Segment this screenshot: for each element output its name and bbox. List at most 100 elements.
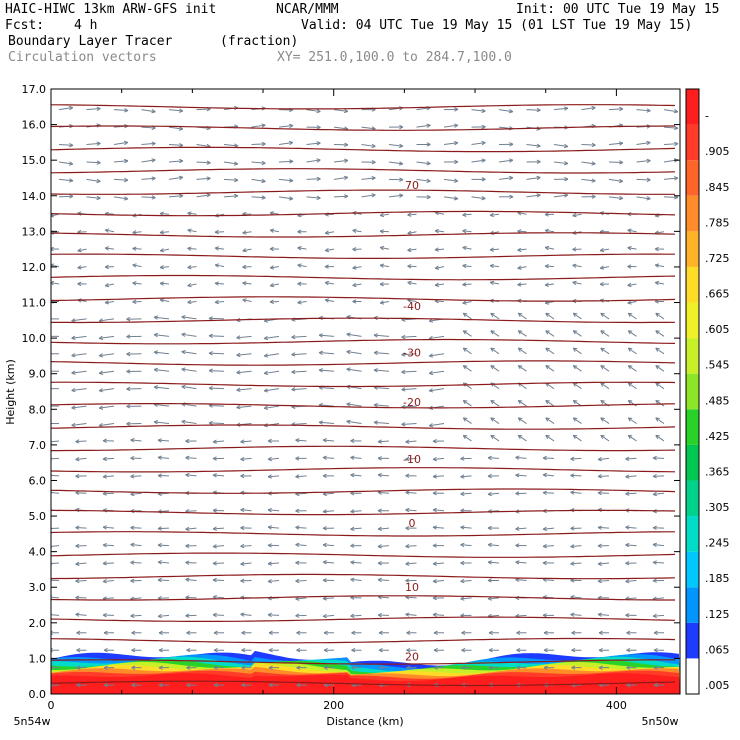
wind-vector	[401, 422, 417, 427]
wind-vector	[545, 382, 555, 390]
wind-vector	[373, 368, 390, 373]
contour-line	[51, 659, 675, 665]
wind-vector	[515, 560, 527, 565]
wind-vector	[51, 526, 60, 531]
wind-vector	[489, 247, 500, 252]
wind-vector	[103, 630, 114, 635]
wind-vector	[130, 455, 142, 461]
wind-vector	[543, 665, 554, 670]
wind-vector	[104, 228, 115, 233]
wind-vector	[627, 417, 637, 424]
contour-line	[51, 360, 676, 366]
wind-vector	[187, 228, 197, 233]
wind-vector	[571, 630, 582, 635]
wind-vector	[51, 473, 60, 478]
wind-vector	[542, 560, 555, 566]
contour-line	[51, 445, 676, 452]
wind-vector	[460, 474, 472, 479]
wind-vector	[434, 247, 445, 252]
wind-vector	[598, 665, 609, 670]
wind-vector	[654, 246, 665, 252]
colorbar-swatch	[686, 195, 699, 232]
colorbar-swatch	[686, 266, 699, 303]
wind-vector	[626, 648, 637, 653]
wind-vector	[346, 367, 362, 372]
wind-vector	[490, 434, 500, 442]
wind-vector	[625, 474, 637, 479]
wind-vector	[405, 456, 417, 462]
x-axis: 0 200 400	[48, 89, 627, 712]
wind-vector	[86, 178, 101, 184]
colorbar-label: .365	[705, 465, 730, 478]
wind-vector	[186, 665, 197, 670]
contour-line	[51, 317, 676, 324]
wind-vector	[98, 335, 115, 341]
wind-vector	[570, 526, 582, 531]
wind-vector	[346, 402, 362, 407]
wind-vector	[51, 561, 60, 566]
wind-vector	[267, 438, 280, 444]
wind-vector	[608, 160, 624, 165]
wind-vector	[51, 665, 59, 670]
colorbar-label: .245	[705, 537, 730, 550]
wind-vector	[406, 630, 417, 635]
wind-vector	[132, 230, 142, 235]
wind-vector	[71, 405, 87, 410]
wind-vector	[443, 178, 459, 183]
wind-vector	[517, 330, 527, 337]
wind-vector	[608, 141, 624, 146]
y-tick-label: 7.0	[29, 439, 47, 452]
wind-vector	[187, 265, 197, 270]
wind-vector	[242, 230, 252, 235]
contour-label: -40	[403, 300, 421, 313]
colorbar-swatch	[686, 587, 699, 623]
wind-vector	[242, 298, 252, 303]
wind-vector	[295, 456, 307, 461]
wind-vector	[208, 368, 225, 373]
wind-vector	[544, 228, 555, 234]
wind-vector	[278, 123, 294, 129]
wind-vector	[350, 455, 362, 460]
wind-vector	[636, 196, 651, 201]
wind-vector	[240, 543, 252, 549]
wind-vector	[296, 665, 307, 670]
wind-vector	[378, 665, 389, 670]
wind-vector	[324, 230, 335, 235]
y-tick-label: 16.0	[22, 119, 47, 132]
wind-vector	[600, 330, 610, 337]
wind-vector	[654, 263, 665, 268]
wind-vector	[526, 107, 541, 113]
wind-vector	[76, 682, 87, 688]
y-tick-label: 13.0	[22, 225, 47, 238]
wind-vector	[377, 472, 390, 478]
wind-vector	[498, 158, 514, 163]
wind-vector	[77, 248, 87, 253]
wind-vector	[58, 105, 74, 111]
wind-vector	[490, 417, 500, 424]
wind-vector	[377, 544, 390, 549]
wind-vector	[515, 526, 527, 531]
wind-vector	[131, 665, 142, 670]
wind-vector	[86, 195, 101, 201]
wind-vector	[158, 630, 169, 635]
wind-vector	[581, 194, 596, 199]
wind-vector	[487, 455, 500, 461]
wind-vector	[542, 490, 555, 495]
wind-vector	[498, 194, 514, 199]
wind-vector	[157, 438, 170, 443]
wind-vector	[526, 159, 541, 164]
wind-vector	[157, 560, 170, 565]
wind-vector	[212, 456, 225, 461]
wind-vector	[323, 648, 334, 653]
wind-vector	[407, 247, 417, 253]
wind-vector	[489, 263, 500, 269]
wind-vector	[168, 193, 184, 199]
wind-vector	[572, 382, 582, 390]
wind-vector	[168, 143, 184, 148]
wind-vector	[351, 648, 362, 653]
wind-vector	[498, 142, 514, 147]
wind-vector	[627, 246, 637, 251]
wind-vector	[581, 178, 596, 183]
wind-vector	[655, 330, 665, 337]
y-axis: 0.0 1.0 2.0 3.0 4.0 5.0 6.0 7.0 8.0 9.0 10.0 11.0 12…	[22, 83, 680, 701]
